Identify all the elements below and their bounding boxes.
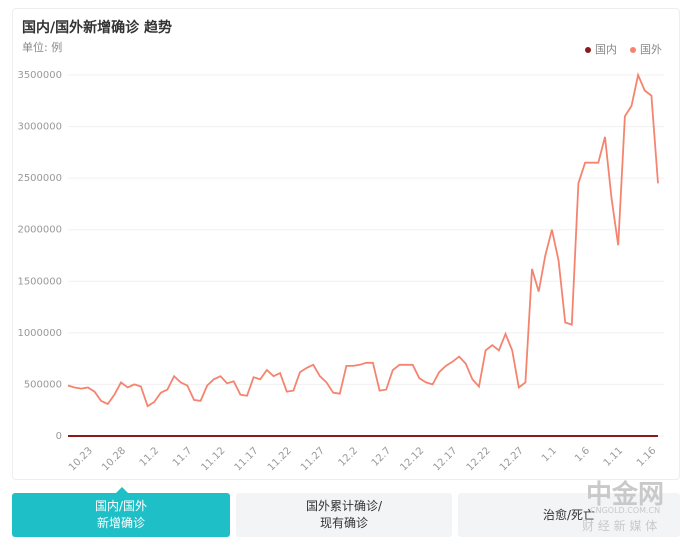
- y-tick-label: 3500000: [17, 70, 62, 81]
- y-tick-label: 1500000: [17, 276, 62, 287]
- y-tick-label: 1000000: [17, 328, 62, 339]
- y-tick-label: 0: [56, 431, 62, 442]
- x-tick-label: 11.22: [266, 445, 294, 473]
- tab-label: 现有确诊: [319, 516, 368, 530]
- x-tick-label: 10.28: [100, 445, 128, 473]
- legend-label: 国内: [595, 42, 617, 56]
- x-tick-label: 1.11: [602, 445, 626, 469]
- x-tick-label: 12.7: [370, 445, 394, 469]
- y-tick-label: 3000000: [17, 122, 62, 133]
- tab-pointer: [116, 487, 128, 493]
- y-tick-label: 2000000: [17, 225, 62, 236]
- x-tick-label: 11.2: [138, 445, 162, 469]
- x-tick-label: 11.17: [233, 445, 261, 473]
- tab[interactable]: 治愈/死亡: [458, 493, 680, 537]
- y-tick-label: 2500000: [17, 173, 62, 184]
- x-tick-label: 12.17: [432, 445, 460, 473]
- chart-title: 国内/国外新增确诊 趋势: [22, 19, 172, 36]
- x-tick-label: 10.23: [67, 445, 95, 473]
- x-tick-label: 1.1: [540, 445, 559, 464]
- tab[interactable]: 国外累计确诊/现有确诊: [236, 493, 452, 537]
- watermark-domain: CNGOLD.COM.CN: [590, 506, 661, 515]
- legend-label: 国外: [640, 43, 662, 56]
- series-line: [67, 72, 659, 408]
- legend-marker: [630, 47, 636, 53]
- tab[interactable]: 国内/国外新增确诊: [12, 487, 230, 537]
- x-tick-label: 12.2: [337, 445, 361, 469]
- y-tick-label: 500000: [24, 379, 62, 390]
- chart: 国内/国外新增确诊 趋势 单位: 例 0 500000 1000000 1500000…: [17, 19, 664, 473]
- tab-label: 新增确诊: [96, 516, 145, 530]
- watermark-brand: 中金网: [586, 480, 665, 510]
- x-tick-label: 1.6: [573, 445, 592, 464]
- x-tick-label: 11.12: [200, 445, 228, 473]
- legend-marker: [585, 47, 591, 53]
- tab-label: 国外累计确诊/: [305, 499, 383, 513]
- tab-label: 治愈/死亡: [542, 507, 596, 522]
- card: [12, 8, 680, 480]
- tab-label: 国内/国外: [94, 499, 148, 513]
- x-tick-label: 11.27: [299, 445, 327, 473]
- x-tick-label: 11.7: [171, 445, 195, 469]
- x-tick-label: 12.22: [465, 445, 493, 473]
- x-tick-label: 1.16: [635, 445, 659, 469]
- x-tick-label: 12.27: [498, 445, 526, 473]
- unit-label: 单位: 例: [22, 40, 62, 54]
- watermark-tagline: 财 经 新 媒 体: [582, 519, 658, 533]
- x-tick-label: 12.12: [398, 445, 426, 473]
